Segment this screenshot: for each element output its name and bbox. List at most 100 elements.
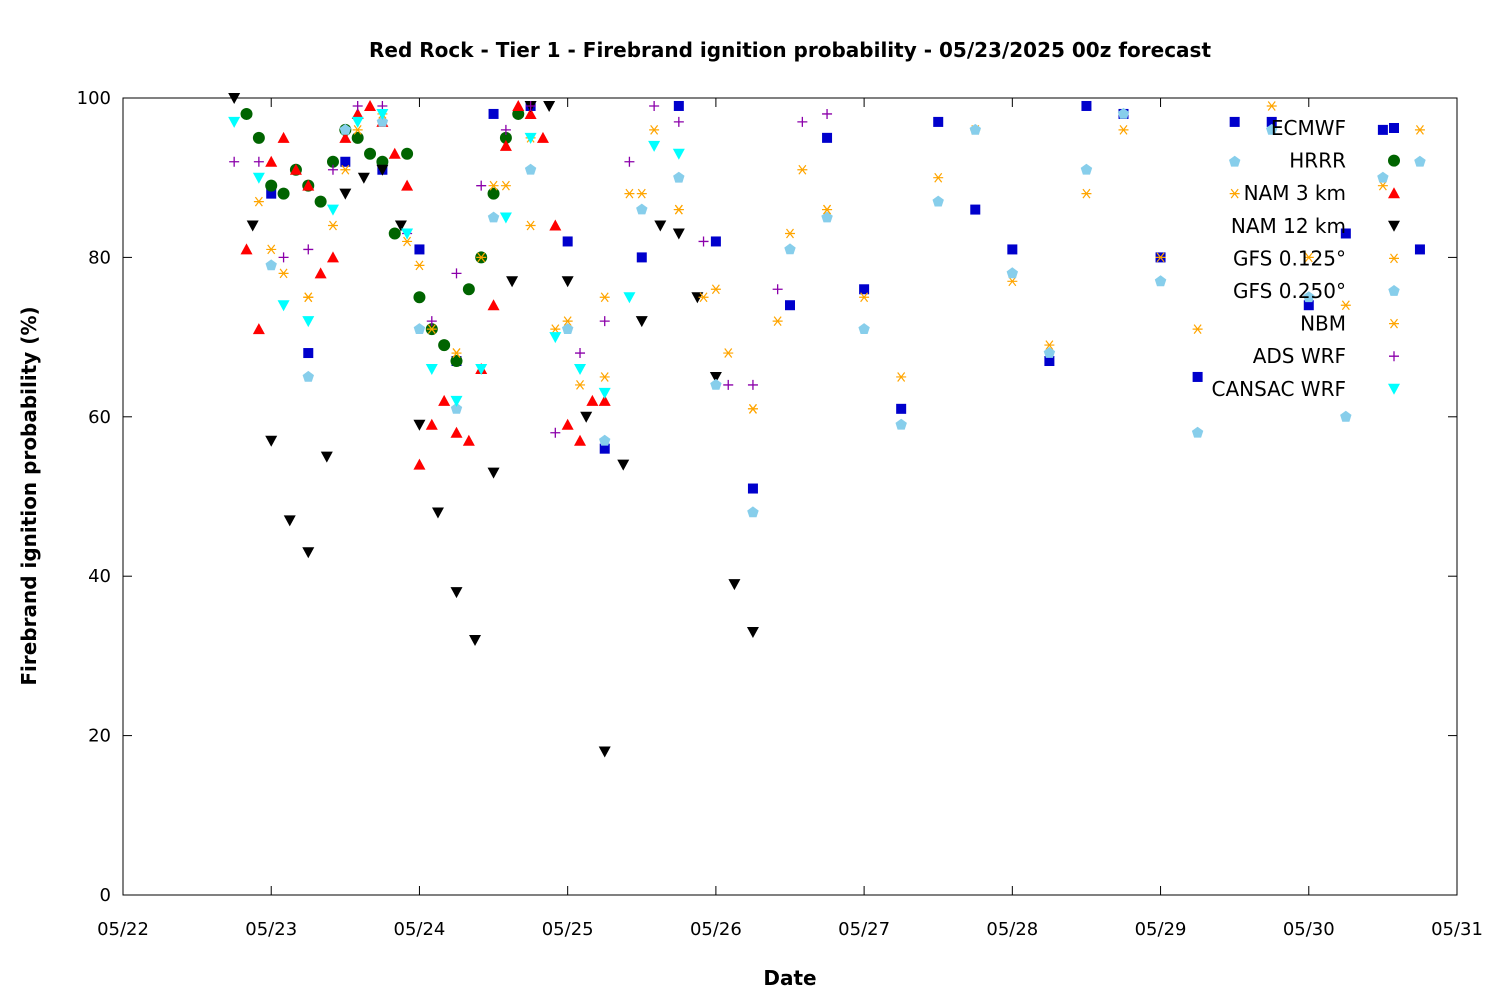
data-point — [451, 348, 462, 358]
data-point — [413, 458, 426, 470]
data-point — [896, 372, 907, 382]
data-point — [599, 316, 610, 327]
legend-marker — [1388, 383, 1400, 395]
data-point — [283, 515, 296, 527]
data-point — [896, 403, 907, 414]
data-point — [649, 100, 660, 111]
data-point — [450, 395, 463, 407]
data-point — [969, 123, 981, 135]
data-point — [772, 284, 783, 295]
data-point — [302, 316, 315, 328]
legend-marker — [1388, 285, 1400, 296]
legend-label: ADS WRF — [1253, 344, 1346, 368]
data-point — [394, 220, 407, 232]
data-point — [512, 99, 525, 111]
data-point — [487, 211, 500, 223]
legend-marker — [1389, 123, 1399, 133]
data-point — [691, 292, 704, 304]
data-point — [1414, 155, 1426, 167]
data-point — [414, 244, 425, 255]
data-point — [438, 394, 451, 406]
data-point — [364, 147, 377, 160]
data-point — [636, 203, 648, 215]
data-point — [469, 634, 482, 646]
data-point — [649, 125, 660, 135]
y-tick-label: 40 — [88, 566, 111, 587]
data-point — [598, 746, 611, 758]
x-tick-label: 05/31 — [1431, 919, 1483, 940]
data-point — [314, 195, 327, 208]
data-point — [858, 323, 870, 334]
legend-label: ECMWF — [1271, 116, 1346, 140]
data-point — [388, 227, 401, 240]
data-point — [772, 316, 783, 327]
data-point — [252, 131, 265, 144]
data-point — [821, 211, 833, 223]
data-point — [784, 243, 796, 255]
data-point — [265, 155, 278, 167]
data-point — [723, 379, 734, 390]
data-point — [525, 100, 536, 111]
series-3 — [228, 93, 759, 758]
legend-marker — [1388, 154, 1400, 167]
x-tick-label: 05/29 — [1135, 919, 1187, 940]
data-point — [425, 363, 438, 375]
data-point — [303, 348, 314, 359]
data-point — [388, 147, 401, 159]
series-1 — [240, 107, 525, 368]
data-point — [1006, 267, 1018, 279]
data-point — [1154, 275, 1167, 287]
data-point — [340, 156, 351, 167]
legend-label: CANSAC WRF — [1211, 377, 1346, 401]
data-point — [822, 204, 833, 215]
data-point — [623, 292, 636, 304]
data-point — [500, 180, 511, 191]
data-point — [401, 228, 414, 240]
data-point — [265, 259, 277, 271]
data-point — [723, 348, 734, 358]
y-tick-label: 0 — [100, 885, 111, 906]
data-point — [1266, 101, 1277, 111]
legend-marker — [1389, 253, 1399, 264]
data-point — [1266, 123, 1278, 135]
data-point — [476, 180, 487, 191]
data-point — [624, 188, 635, 199]
data-point — [352, 125, 363, 135]
data-point — [426, 324, 437, 334]
data-point — [326, 251, 339, 263]
data-point — [277, 300, 290, 312]
data-point — [710, 378, 722, 390]
data-point — [450, 402, 463, 414]
data-point — [1043, 347, 1056, 358]
data-point — [1229, 116, 1240, 127]
data-point — [252, 323, 265, 335]
data-point — [599, 443, 610, 454]
data-point — [413, 323, 426, 334]
data-point — [1414, 125, 1425, 135]
data-point — [598, 387, 611, 399]
data-point — [654, 220, 667, 232]
data-point — [265, 179, 278, 192]
data-point — [673, 116, 684, 127]
data-point — [562, 316, 573, 327]
data-point — [339, 188, 352, 200]
x-tick-label: 05/25 — [542, 919, 594, 940]
data-point — [376, 115, 389, 127]
data-point — [673, 100, 684, 111]
series-2 — [240, 99, 611, 470]
data-point — [549, 332, 562, 344]
plot-area — [122, 97, 1458, 896]
data-point — [266, 244, 277, 255]
data-point — [357, 172, 370, 184]
data-point — [499, 139, 512, 151]
legend-label: GFS 0.125° — [1233, 246, 1346, 270]
data-point — [859, 292, 870, 303]
data-point — [1229, 188, 1240, 199]
data-point — [1303, 291, 1315, 303]
data-point — [635, 316, 648, 328]
data-point — [574, 363, 587, 375]
data-point — [747, 506, 759, 518]
data-point — [895, 418, 907, 430]
data-point — [302, 547, 315, 559]
legend-marker — [1389, 318, 1399, 329]
